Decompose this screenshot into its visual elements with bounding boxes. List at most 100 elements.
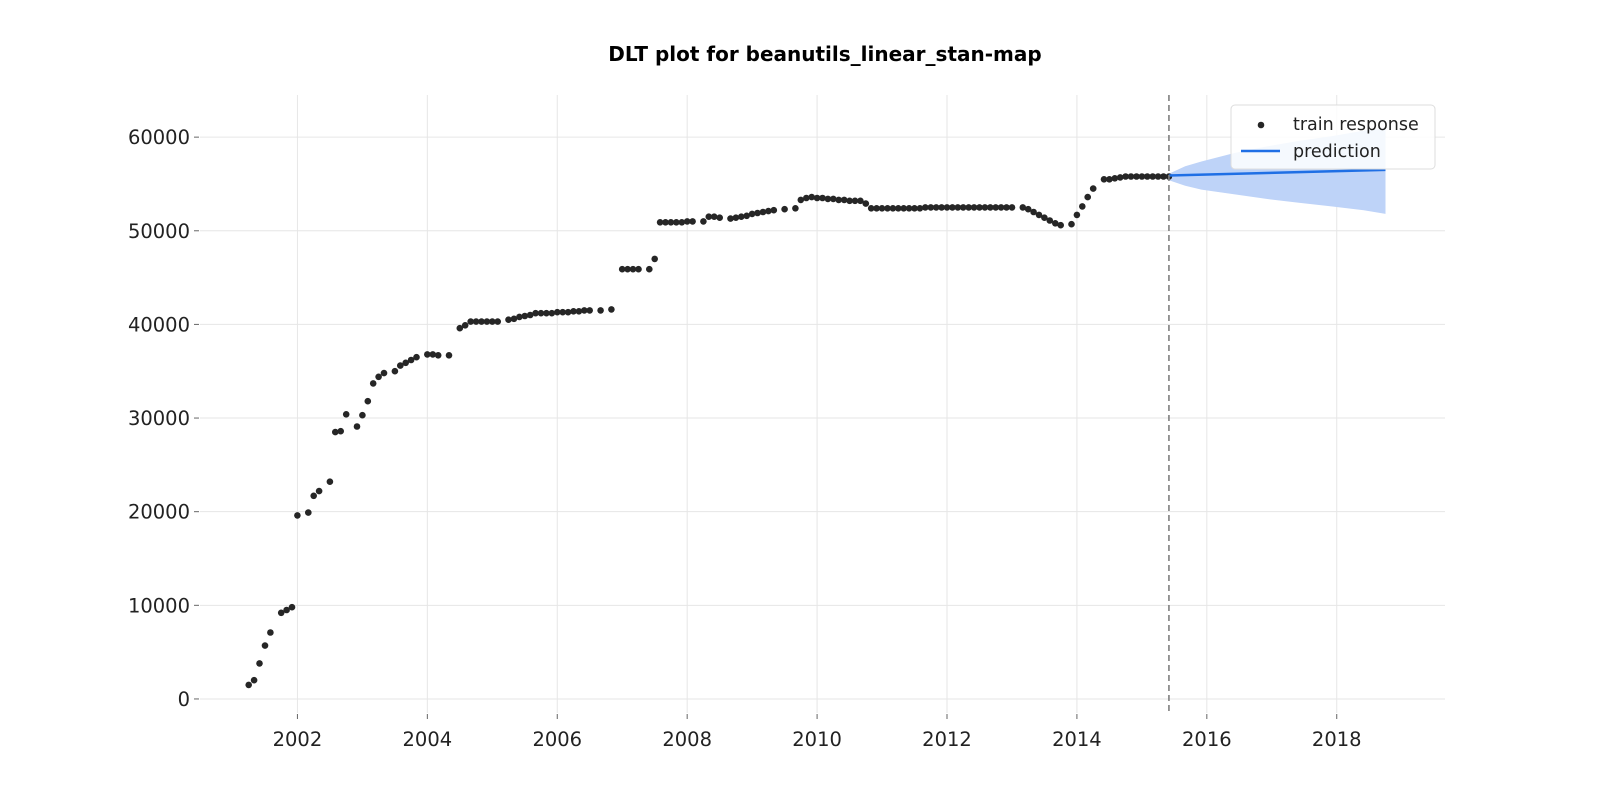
train-response-point — [608, 306, 615, 313]
train-response-point — [959, 204, 967, 211]
train-response-point — [359, 411, 366, 419]
train-response-point — [342, 411, 350, 418]
train-response-point — [261, 642, 269, 649]
train-response-point — [407, 356, 415, 364]
train-response-point — [862, 200, 870, 207]
train-response-point — [413, 353, 420, 361]
train-response-point — [505, 316, 512, 324]
train-response-point — [840, 196, 848, 204]
train-response-point — [310, 492, 318, 500]
train-response-point — [1138, 173, 1146, 180]
x-tick-label: 2010 — [792, 728, 842, 751]
train-response-point — [1019, 204, 1027, 211]
train-response-point — [803, 194, 810, 202]
train-response-point — [662, 219, 669, 226]
train-response-point — [326, 478, 334, 486]
legend: train response prediction — [1230, 104, 1436, 170]
train-response-point — [1144, 173, 1151, 180]
x-tick-label: 2002 — [273, 728, 323, 751]
train-response-point — [1089, 185, 1097, 192]
train-response-points — [245, 173, 1173, 689]
train-response-point — [618, 265, 626, 273]
train-response-point — [987, 204, 994, 211]
train-response-point — [586, 307, 593, 314]
train-response-point — [277, 609, 285, 617]
train-response-point — [521, 312, 529, 320]
train-response-point — [305, 509, 312, 516]
train-response-point — [710, 213, 718, 220]
y-tick-label: 30000 — [128, 407, 190, 430]
y-tick-label: 50000 — [128, 220, 190, 243]
train-response-point — [970, 204, 978, 211]
train-response-point — [461, 322, 469, 329]
train-response-point — [445, 352, 453, 359]
train-response-point — [738, 213, 745, 220]
y-tick-label: 0 — [178, 688, 190, 711]
x-tick-label: 2004 — [403, 728, 453, 751]
train-response-point — [846, 197, 853, 205]
train-response-point — [716, 214, 723, 221]
y-tick-label: 10000 — [128, 594, 190, 617]
x-tick-label: 2014 — [1052, 728, 1102, 751]
train-response-point — [997, 204, 1005, 211]
chart-title: DLT plot for beanutils_linear_stan-map — [608, 42, 1041, 66]
train-response-point — [402, 359, 410, 367]
train-response-point — [857, 197, 864, 205]
train-response-point — [992, 204, 999, 211]
x-gridlines — [296, 95, 1338, 713]
train-response-point — [949, 204, 956, 211]
train-response-point — [705, 213, 713, 220]
train-response-point — [922, 204, 929, 211]
train-response-point — [1057, 221, 1064, 229]
train-response-point — [916, 205, 924, 212]
train-response-point — [548, 309, 556, 317]
train-response-point — [781, 205, 788, 213]
train-response-point — [1073, 211, 1081, 219]
train-response-point — [954, 204, 962, 211]
x-tick-label: 2006 — [532, 728, 582, 751]
train-response-point — [938, 204, 945, 211]
train-response-point — [1024, 205, 1032, 213]
train-response-point — [759, 208, 767, 216]
train-response-point — [900, 205, 907, 212]
train-response-point — [981, 204, 989, 211]
train-response-point — [873, 205, 880, 212]
train-response-point — [543, 309, 550, 317]
train-response-point — [581, 307, 588, 314]
train-response-point — [526, 311, 534, 319]
train-response-point — [824, 195, 832, 203]
train-response-point — [965, 204, 972, 211]
train-response-point — [932, 204, 940, 211]
train-response-point — [267, 629, 274, 636]
train-response-point — [656, 219, 664, 226]
train-response-point — [792, 205, 799, 212]
train-response-point — [494, 318, 502, 325]
train-response-point — [878, 205, 886, 212]
train-response-point — [559, 308, 566, 316]
train-response-point — [1133, 173, 1140, 180]
train-response-point — [727, 215, 734, 222]
train-response-point — [597, 307, 604, 314]
train-response-point — [256, 660, 263, 667]
x-tick-label: 2012 — [922, 728, 972, 751]
train-response-point — [911, 205, 918, 212]
train-response-point — [646, 265, 653, 273]
train-response-point — [797, 196, 805, 204]
train-response-point — [516, 313, 523, 321]
train-response-point — [813, 194, 821, 202]
train-response-point — [830, 195, 837, 203]
train-response-point — [1122, 173, 1129, 180]
legend-marker-train-response — [1257, 121, 1265, 129]
train-response-point — [429, 351, 437, 358]
grid — [200, 95, 1445, 713]
train-response-point — [564, 308, 572, 316]
y-tick-label: 40000 — [128, 313, 190, 336]
train-response-point — [867, 205, 875, 212]
prediction-line — [1168, 168, 1386, 177]
train-response-point — [489, 318, 496, 325]
train-response-point — [478, 318, 485, 325]
train-response-point — [1003, 204, 1010, 211]
train-response-point — [1149, 173, 1156, 180]
train-response-point — [1100, 176, 1108, 183]
train-response-point — [1111, 175, 1119, 182]
